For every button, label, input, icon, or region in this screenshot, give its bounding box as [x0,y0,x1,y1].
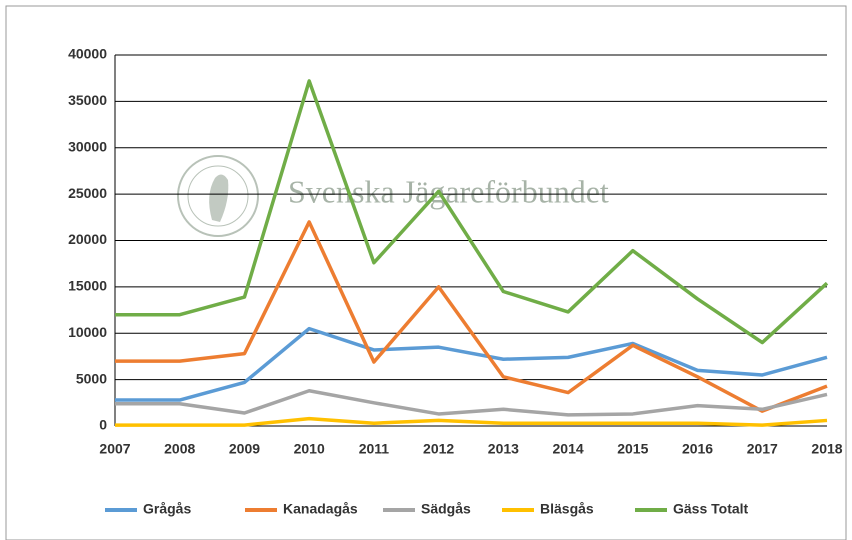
x-tick-label: 2014 [553,441,584,457]
y-tick-label: 5000 [76,370,107,386]
y-tick-label: 30000 [68,138,107,154]
series-line [115,416,828,427]
x-tick-label: 2010 [294,441,325,457]
y-tick-label: 25000 [68,185,107,201]
y-tick-label: 15000 [68,278,107,294]
x-tick-label: 2013 [488,441,519,457]
series-line [115,389,828,417]
legend-label: Grågås [143,501,191,517]
x-tick-label: 2012 [423,441,454,457]
x-tick-label: 2009 [229,441,260,457]
series-line [115,326,828,402]
frame [5,5,847,540]
legend-label: Bläsgås [540,501,594,517]
legend-label: Kanadagås [283,501,358,517]
x-tick-label: 2015 [617,441,648,457]
y-tick-label: 0 [99,417,107,433]
watermark-logo [177,155,259,237]
series-line [115,79,829,345]
x-tick-label: 2011 [359,441,390,457]
x-tick-label: 2016 [682,441,713,457]
x-tick-label: 2007 [99,441,130,457]
x-tick-label: 2018 [811,441,842,457]
x-tick-label: 2017 [747,441,778,457]
legend-label: Sädgås [421,501,471,517]
y-tick-label: 10000 [68,324,107,340]
y-tick-label: 35000 [68,92,107,108]
y-tick-label: 40000 [68,46,107,62]
x-tick-label: 2008 [164,441,195,457]
legend-label: Gäss Totalt [673,501,749,517]
y-tick-label: 20000 [68,231,107,247]
series-line [115,220,828,413]
